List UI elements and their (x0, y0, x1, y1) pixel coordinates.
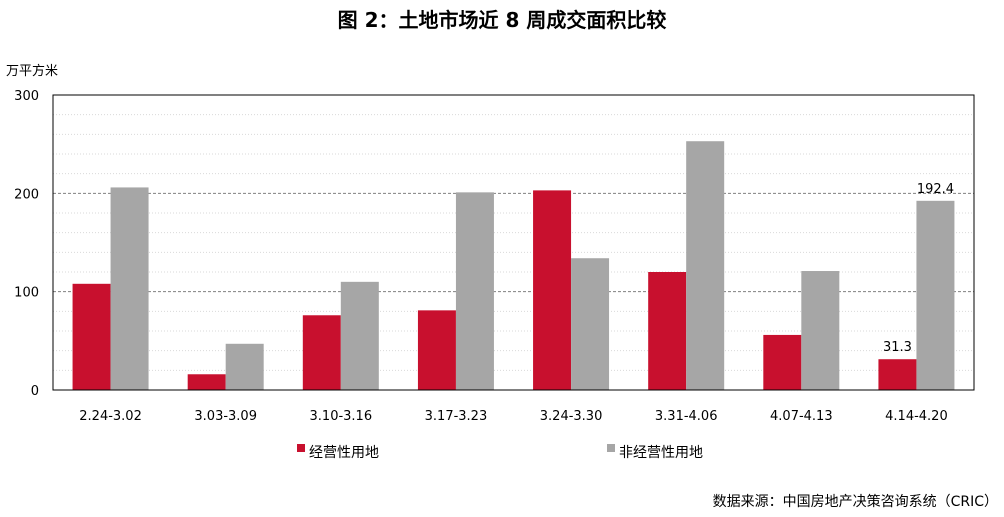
x-tick-label: 3.24-3.30 (540, 409, 603, 424)
y-tick-label: 300 (14, 89, 39, 104)
x-tick-label: 4.07-4.13 (770, 409, 833, 424)
legend-label: 经营性用地 (309, 445, 379, 461)
bar-noncommercial (455, 192, 494, 390)
data-label: 31.3 (883, 340, 912, 355)
y-tick-label: 100 (14, 286, 39, 301)
chart-title: 图 2：土地市场近 8 周成交面积比较 (337, 8, 667, 32)
data-source-note: 数据来源：中国房地产决策咨询系统（CRIC） (712, 494, 998, 510)
legend-swatch (607, 444, 615, 452)
bar-commercial (648, 272, 687, 390)
bars (72, 141, 955, 390)
bar-commercial (72, 283, 111, 390)
y-tick-label: 200 (14, 187, 39, 202)
x-tick-label: 4.14-4.20 (885, 409, 948, 424)
legend-label: 非经营性用地 (619, 445, 703, 461)
bar-commercial (187, 374, 226, 390)
bar-commercial (417, 310, 456, 390)
x-tick-label: 2.24-3.02 (79, 409, 142, 424)
bar-commercial (533, 190, 572, 390)
y-tick-label: 0 (31, 384, 39, 399)
gridlines (53, 114, 974, 371)
x-tick-label: 3.03-3.09 (194, 409, 257, 424)
bar-noncommercial (916, 200, 955, 390)
x-tick-label: 3.31-4.06 (655, 409, 718, 424)
bar-commercial (763, 334, 802, 390)
bar-noncommercial (110, 187, 149, 390)
legend: 经营性用地 非经营性用地 (297, 444, 703, 461)
bar-noncommercial (801, 271, 840, 390)
plot-frame (52, 94, 975, 391)
bar-noncommercial (225, 343, 264, 390)
data-label: 192.4 (917, 182, 954, 197)
bar-noncommercial (571, 258, 610, 390)
data-labels: 31.3 192.4 (883, 182, 954, 355)
x-tick-label: 3.10-3.16 (310, 409, 373, 424)
bar-commercial (302, 315, 341, 390)
bar-noncommercial (686, 141, 725, 390)
bar-commercial (878, 359, 917, 390)
axes: 0 100 200 300 2.24-3.02 3.03-3.09 3.10-3.16 3.1… (14, 89, 975, 424)
bar-noncommercial (340, 281, 379, 390)
y-axis-unit-label: 万平方米 (6, 64, 59, 79)
legend-swatch (297, 444, 305, 452)
x-tick-label: 3.17-3.23 (425, 409, 488, 424)
